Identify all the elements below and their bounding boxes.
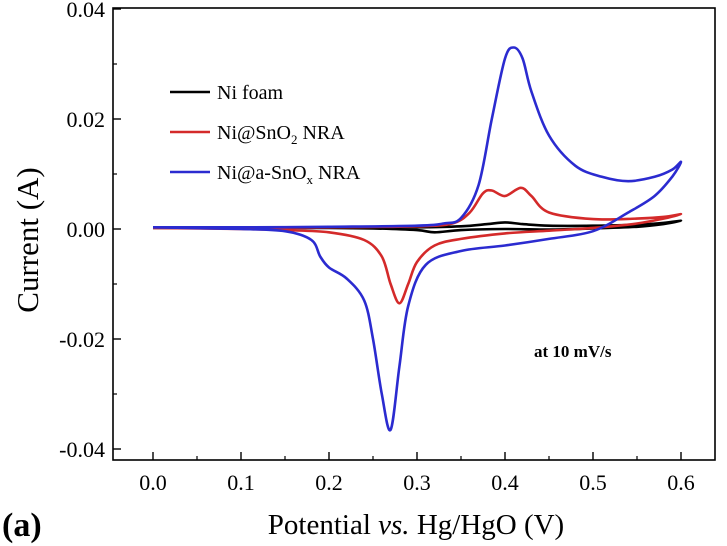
- y-tick-label: -0.02: [59, 327, 105, 352]
- x-tick-label: 0.4: [491, 470, 519, 495]
- legend-entry-ni-foam: Ni foam: [217, 82, 284, 104]
- series-line-ni-sno2: [152, 186, 683, 305]
- series-lines: [152, 46, 683, 432]
- legend: Ni foam Ni@SnO2 NRA Ni@a-SnOx NRA: [170, 82, 361, 187]
- scan-rate-annotation: at 10 mV/s: [534, 342, 612, 361]
- series-line-ni-foam: [152, 219, 683, 234]
- x-tick-label: 0.0: [139, 470, 167, 495]
- tick-labels: 0.0 0.1 0.2 0.3 0.4 0.5 0.6 0.04 0.02 0.00 -0.02 -0…: [59, 0, 695, 495]
- y-tick-label: -0.04: [59, 437, 105, 462]
- y-tick-label: 0.04: [67, 0, 106, 22]
- plot-frame: [112, 7, 716, 461]
- legend-entry-ni-a-snox: Ni@a-SnOx NRA: [217, 162, 361, 187]
- panel-label: (a): [2, 507, 42, 544]
- legend-entry-ni-sno2: Ni@SnO2 NRA: [217, 122, 345, 147]
- x-tick-label: 0.1: [227, 470, 255, 495]
- y-tick-label: 0.00: [67, 217, 106, 242]
- x-tick-label: 0.5: [579, 470, 607, 495]
- y-axis-label: Current (A): [10, 167, 45, 312]
- plot-axes: [112, 7, 716, 461]
- y-tick-label: 0.02: [67, 107, 106, 132]
- x-tick-label: 0.2: [315, 470, 343, 495]
- x-tick-label: 0.6: [667, 470, 695, 495]
- x-tick-label: 0.3: [403, 470, 431, 495]
- x-axis-label: Potential vs. Hg/HgO (V): [268, 509, 564, 541]
- series-line-ni-a-snox: [152, 46, 683, 432]
